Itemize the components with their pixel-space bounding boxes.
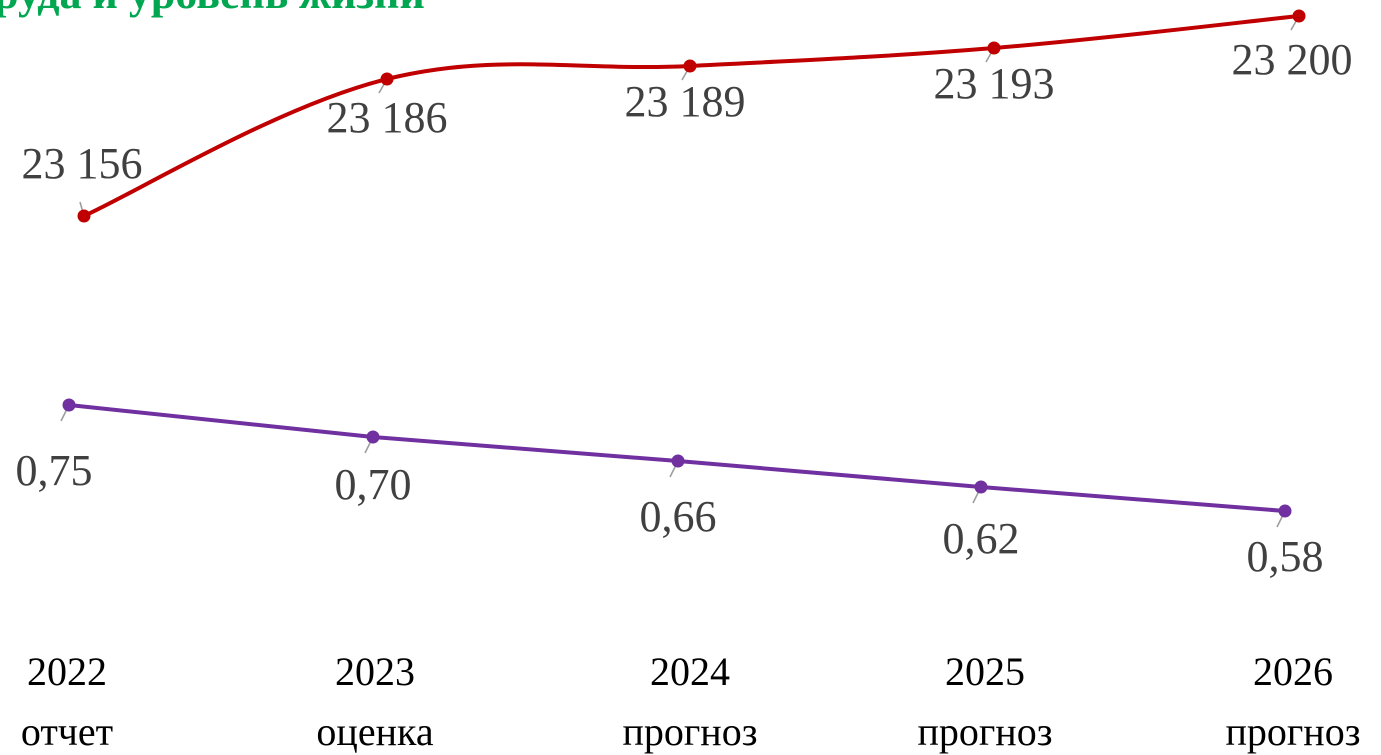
category-label: 2022 отчет [21,649,113,754]
category-label: 2026 прогноз [1225,649,1360,754]
category-status: прогноз [622,709,757,754]
category-label: 2025 прогноз [917,649,1052,754]
chart-title: труда и уровень жизни [0,0,425,18]
category-status: прогноз [917,709,1052,754]
data-label: 0,62 [943,514,1020,563]
data-point [1278,504,1292,518]
category-status: отчет [21,709,113,754]
category-year: 2023 [335,649,415,694]
data-point [62,398,76,412]
data-label: 23 200 [1232,35,1353,84]
data-point [987,41,1001,55]
data-label: 23 193 [934,59,1055,108]
data-label: 23 186 [327,93,448,142]
data-point [380,72,394,86]
data-label: 23 189 [625,77,746,126]
data-point [683,59,697,73]
category-axis: 2022 отчет 2023 оценка 2024 прогноз 2025 прогно… [21,649,1361,754]
series-upper: 23 156 23 186 23 189 23 193 23 200 [22,9,1353,223]
category-label: 2024 прогноз [622,649,757,754]
data-point [974,480,988,494]
data-label: 0,58 [1247,532,1324,581]
data-point [671,454,685,468]
data-label: 0,66 [640,492,717,541]
category-status: оценка [316,709,433,754]
category-year: 2022 [27,649,107,694]
data-label: 0,75 [16,446,93,495]
data-point [77,209,91,223]
data-label: 23 156 [22,139,143,188]
data-point [1292,9,1306,23]
series-lower: 0,75 0,70 0,66 0,62 0,58 [16,398,1324,581]
data-point [366,430,380,444]
data-label: 0,70 [335,460,412,509]
category-year: 2024 [650,649,730,694]
category-label: 2023 оценка [316,649,433,754]
category-year: 2025 [945,649,1025,694]
category-status: прогноз [1225,709,1360,754]
category-year: 2026 [1253,649,1333,694]
